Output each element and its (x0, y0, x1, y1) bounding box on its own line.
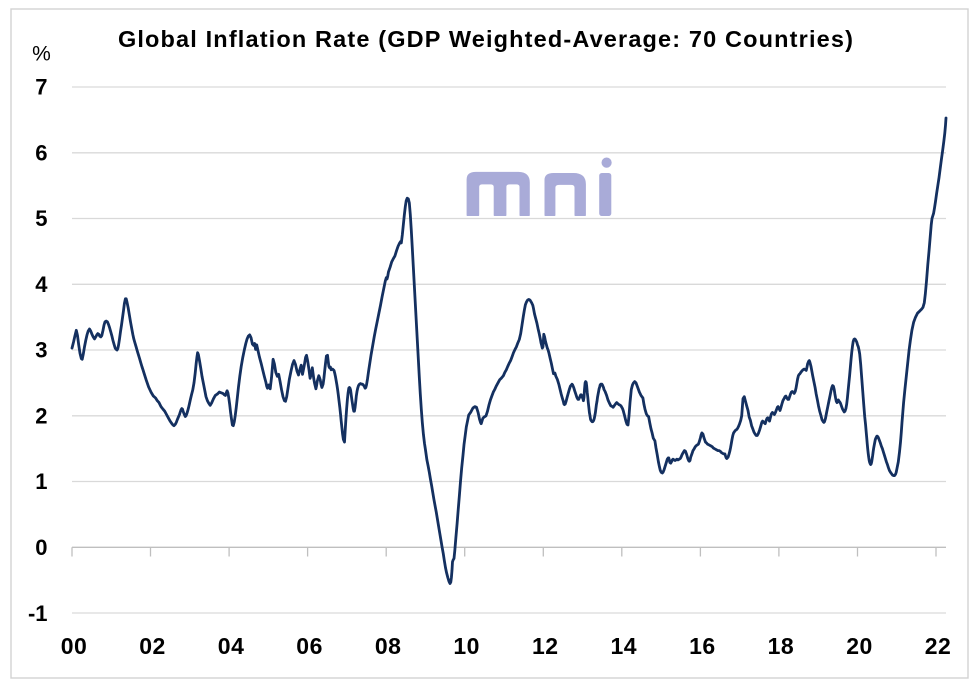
svg-text:-1: -1 (28, 601, 48, 626)
svg-text:5: 5 (35, 206, 47, 231)
svg-text:14: 14 (611, 633, 638, 659)
svg-text:20: 20 (846, 633, 873, 659)
svg-text:18: 18 (768, 633, 795, 659)
svg-text:10: 10 (453, 633, 480, 659)
svg-text:1: 1 (35, 469, 47, 494)
svg-text:2: 2 (35, 404, 47, 429)
svg-text:08: 08 (375, 633, 402, 659)
svg-text:3: 3 (35, 338, 47, 363)
svg-text:7: 7 (35, 75, 47, 100)
svg-text:16: 16 (689, 633, 716, 659)
svg-text:00: 00 (61, 633, 88, 659)
svg-text:6: 6 (35, 141, 47, 166)
svg-text:02: 02 (139, 633, 166, 659)
svg-text:06: 06 (296, 633, 323, 659)
svg-text:Global Inflation Rate (GDP Wei: Global Inflation Rate (GDP Weighted-Aver… (118, 26, 854, 52)
svg-text:04: 04 (218, 633, 245, 659)
svg-text:22: 22 (925, 633, 952, 659)
svg-text:4: 4 (35, 272, 48, 297)
svg-text:12: 12 (532, 633, 559, 659)
svg-text:0: 0 (35, 535, 47, 560)
svg-text:%: % (32, 43, 51, 66)
